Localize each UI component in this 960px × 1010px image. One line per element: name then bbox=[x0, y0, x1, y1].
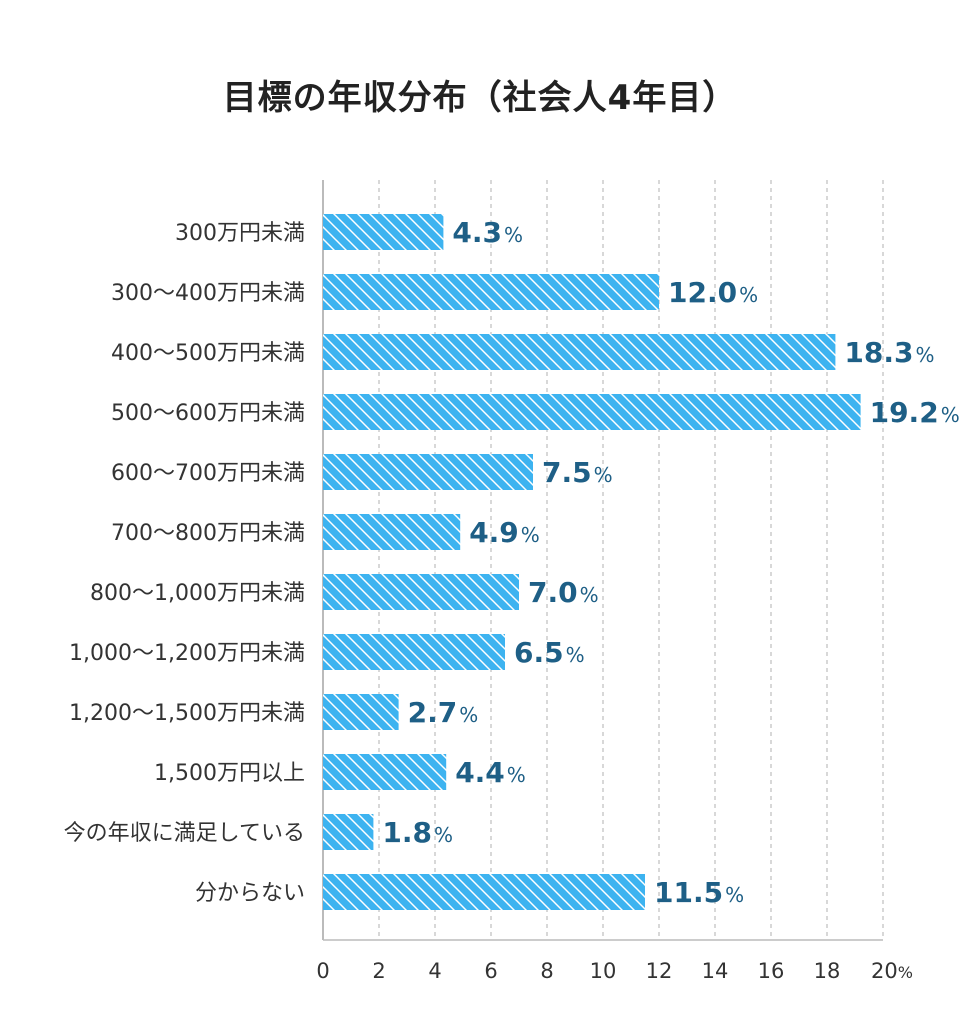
x-tick-label: 12 bbox=[646, 959, 673, 983]
category-label: 1,000〜1,200万円未満 bbox=[69, 641, 305, 666]
x-tick-label: 16 bbox=[758, 959, 785, 983]
bars bbox=[323, 214, 861, 910]
x-tick-label: 6 bbox=[484, 959, 497, 983]
category-label: 分からない bbox=[195, 881, 305, 906]
bar bbox=[323, 754, 447, 790]
category-label: 今の年収に満足している bbox=[64, 821, 305, 846]
category-label: 800〜1,000万円未満 bbox=[90, 581, 305, 606]
value-label: 19.2% bbox=[870, 396, 960, 429]
category-label: 500〜600万円未満 bbox=[111, 401, 305, 426]
category-label: 600〜700万円未満 bbox=[111, 461, 305, 486]
bar bbox=[323, 514, 461, 550]
x-tick-label: 2 bbox=[372, 959, 385, 983]
x-tick-label: 0 bbox=[316, 959, 329, 983]
value-label: 6.5% bbox=[514, 636, 585, 669]
category-label: 300万円未満 bbox=[175, 221, 305, 246]
value-label: 7.0% bbox=[528, 576, 599, 609]
chart-title: 目標の年収分布（社会人4年目） bbox=[222, 78, 738, 118]
x-tick-labels: 0 2 4 6 8 10 12 14 16 18 20% bbox=[316, 959, 913, 983]
value-label: 2.7% bbox=[408, 696, 479, 729]
value-label: 18.3% bbox=[844, 336, 934, 369]
value-labels: 4.3 % 12.0 % 18.3 % 19.2 % 7.5 %4.9 % 7.0 % 6.5 % 2.7 % 4… bbox=[382, 216, 959, 909]
bar bbox=[323, 814, 374, 850]
category-label: 300〜400万円未満 bbox=[111, 281, 305, 306]
value-label: 11.5% bbox=[654, 876, 744, 909]
bar bbox=[323, 634, 505, 670]
grid-lines bbox=[378, 180, 884, 940]
bar bbox=[323, 574, 519, 610]
x-tick-label: 18 bbox=[814, 959, 841, 983]
bar bbox=[323, 334, 836, 370]
value-label: 4.9% bbox=[469, 516, 540, 549]
value-label: 12.0% bbox=[668, 276, 758, 309]
value-label: 4.4% bbox=[455, 756, 526, 789]
bar bbox=[323, 394, 861, 430]
bar bbox=[323, 274, 659, 310]
category-labels: 300万円未満 300〜400万円未満 400〜500万円未満 500〜600万円未満… bbox=[64, 221, 305, 906]
value-label: 7.5% bbox=[542, 456, 613, 489]
category-label: 700〜800万円未満 bbox=[111, 521, 305, 546]
category-label: 1,500万円以上 bbox=[154, 761, 305, 786]
value-label: 1.8% bbox=[382, 816, 453, 849]
x-tick-label: 20% bbox=[871, 959, 913, 983]
x-tick-label: 14 bbox=[702, 959, 729, 983]
x-tick-label: 10 bbox=[590, 959, 617, 983]
bar bbox=[323, 874, 645, 910]
bar bbox=[323, 214, 444, 250]
bar bbox=[323, 454, 533, 490]
x-tick-label: 8 bbox=[540, 959, 553, 983]
bar bbox=[323, 694, 399, 730]
value-label: 4.3% bbox=[452, 216, 523, 249]
x-tick-label: 4 bbox=[428, 959, 441, 983]
category-label: 1,200〜1,500万円未満 bbox=[69, 701, 305, 726]
category-label: 400〜500万円未満 bbox=[111, 341, 305, 366]
